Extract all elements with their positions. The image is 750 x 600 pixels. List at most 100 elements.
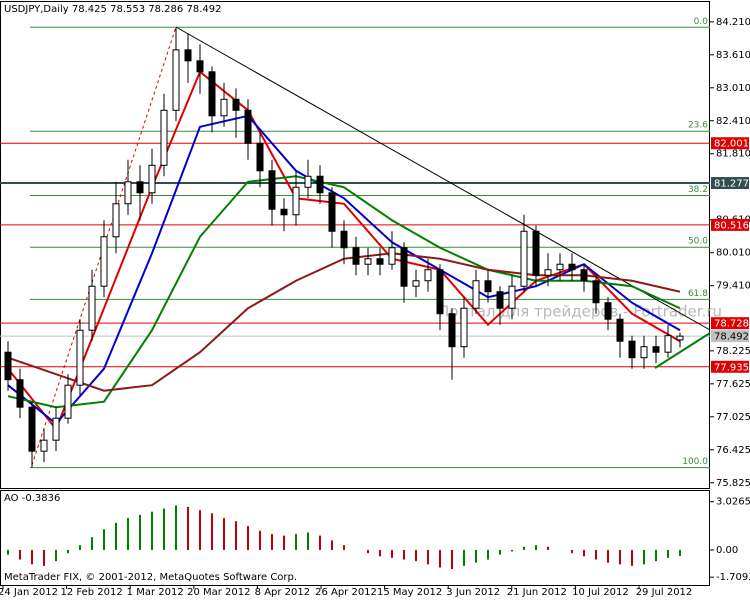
candle-body [664, 335, 672, 353]
ohlc-close: 78.492 [186, 4, 221, 15]
candle-body [280, 208, 288, 216]
y-tick-label: 76.425 [716, 445, 750, 456]
level-label: 77.935 [714, 362, 749, 373]
candle-body [592, 280, 600, 304]
x-tick-label: 21 Jun 2012 [507, 587, 567, 598]
candle-body [124, 181, 132, 205]
candle-body [136, 181, 144, 194]
candle-body [208, 71, 216, 117]
candle-body [520, 230, 528, 287]
y-tick-label: 81.810 [716, 149, 750, 160]
candle-body [304, 175, 312, 188]
ao-panel [0, 490, 710, 586]
candle-body [484, 280, 492, 293]
candle-body [4, 351, 12, 381]
candle-body [532, 230, 540, 276]
level-label: 78.728 [714, 319, 749, 330]
y-tick-label: 84.210 [716, 17, 750, 28]
y-tick-label: 83.610 [716, 50, 750, 61]
ao-y-tick-label: 3.0265 [716, 497, 750, 508]
candle-body [508, 285, 516, 309]
candle-body [676, 335, 684, 341]
candle-body [424, 269, 432, 282]
candle-body [52, 417, 60, 441]
candle-body [76, 329, 84, 386]
candle-body [412, 280, 420, 287]
candle-body [196, 60, 204, 73]
level-label: 78.492 [714, 332, 749, 343]
y-tick-label: 77.025 [716, 412, 750, 423]
x-tick-label: 3 Jun 2012 [446, 587, 500, 598]
y-tick-label: 83.010 [716, 83, 750, 94]
candle-body [100, 236, 108, 287]
candle-body [448, 313, 456, 348]
ao-value: -0.3836 [22, 493, 61, 504]
x-tick-label: 1 Mar 2012 [127, 587, 184, 598]
candle-body [388, 247, 396, 265]
candle-body [556, 263, 564, 271]
candle-body [568, 263, 576, 271]
candle-body [472, 280, 480, 309]
y-tick-label: 78.225 [716, 346, 750, 357]
x-tick-label: 26 Apr 2012 [315, 587, 377, 598]
y-tick-label: 79.410 [716, 281, 750, 292]
fibo-label: 50.0 [688, 237, 708, 247]
candle-body [148, 164, 156, 194]
ohlc-low: 78.286 [148, 4, 183, 15]
candle-body [640, 346, 648, 359]
fibo-label: 0.0 [694, 17, 709, 27]
x-tick-label: 10 Jul 2012 [572, 587, 629, 598]
candle-body [460, 307, 468, 348]
candle-body [328, 192, 336, 232]
level-box [711, 218, 749, 231]
x-tick-label: 8 Apr 2012 [255, 587, 310, 598]
level-box [711, 137, 749, 150]
x-tick-label: 20 Mar 2012 [187, 587, 250, 598]
candle-body [316, 175, 324, 194]
candle-body [40, 439, 48, 452]
y-tick-label: 80.010 [716, 248, 750, 259]
x-tick-label: 24 Jan 2012 [0, 587, 58, 598]
candle-body [28, 406, 36, 452]
y-tick-label: 82.410 [716, 116, 750, 127]
main-panel [0, 1, 710, 489]
candle-body [616, 318, 624, 342]
ao-name: AO [4, 493, 19, 504]
candle-body [16, 379, 24, 408]
candle-body [268, 170, 276, 210]
x-tick-label: 15 May 2012 [377, 587, 442, 598]
level-box [711, 360, 749, 373]
candle-body [88, 285, 96, 331]
level-label: 82.001 [714, 139, 749, 150]
watermark: Портал для трейдеров - Fortrader.ru [438, 303, 722, 321]
candle-body [544, 269, 552, 276]
ao-y-tick-label: 0.00 [716, 545, 738, 556]
ohlc-high: 78.553 [110, 4, 145, 15]
candle-body [220, 98, 228, 117]
candle-body [172, 49, 180, 111]
level-box [711, 330, 749, 343]
x-tick-label: 12 Feb 2012 [60, 587, 122, 598]
level-label: 81.277 [714, 179, 749, 190]
level-box [711, 317, 749, 330]
trend-line [654, 332, 711, 369]
fibo-label: 61.8 [688, 289, 708, 299]
candle-body [364, 258, 372, 265]
x-tick-label: 29 Jul 2012 [636, 587, 693, 598]
candle-body [292, 186, 300, 216]
level-label: 80.516 [714, 220, 749, 231]
candle-body [256, 142, 264, 172]
level-box [711, 177, 749, 190]
candle-body [604, 302, 612, 320]
fibo-label: 23.6 [688, 121, 708, 131]
candle-body [232, 98, 240, 111]
candle-body [160, 109, 168, 166]
candle-body [112, 203, 120, 238]
candle-body [496, 291, 504, 309]
candle-body [184, 49, 192, 62]
chart-header: USDJPY,Daily 78.425 78.553 78.286 78.492 [4, 4, 221, 15]
moving-average [7, 70, 681, 432]
candle-body [436, 269, 444, 315]
